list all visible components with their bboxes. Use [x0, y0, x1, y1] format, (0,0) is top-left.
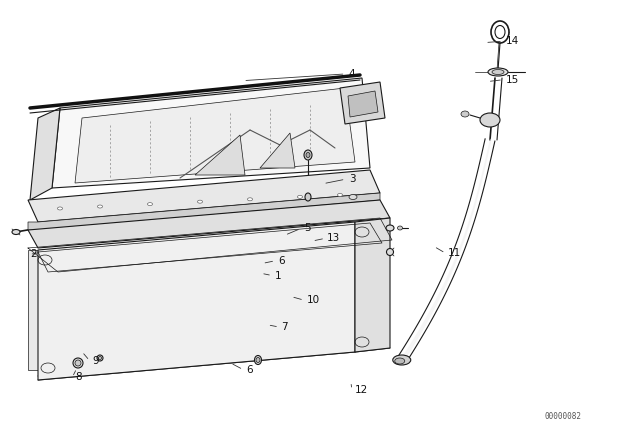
Text: 8: 8	[76, 372, 82, 382]
Ellipse shape	[492, 69, 504, 74]
Polygon shape	[28, 200, 390, 248]
Text: 11: 11	[448, 248, 461, 258]
Polygon shape	[195, 135, 245, 175]
Ellipse shape	[387, 249, 394, 255]
Ellipse shape	[58, 207, 63, 210]
Ellipse shape	[248, 198, 253, 201]
Polygon shape	[340, 82, 385, 124]
Ellipse shape	[386, 225, 394, 231]
Text: 6: 6	[246, 365, 253, 375]
Ellipse shape	[393, 355, 411, 365]
Ellipse shape	[480, 113, 500, 127]
Polygon shape	[38, 222, 355, 380]
Text: 7: 7	[282, 322, 288, 332]
Text: 12: 12	[355, 385, 369, 395]
Ellipse shape	[73, 358, 83, 368]
Ellipse shape	[395, 358, 404, 364]
Ellipse shape	[337, 194, 342, 196]
Ellipse shape	[491, 21, 509, 43]
Text: 6: 6	[278, 256, 285, 266]
Ellipse shape	[75, 360, 81, 366]
Text: 3: 3	[349, 174, 355, 184]
Ellipse shape	[255, 356, 262, 365]
Text: 10: 10	[307, 295, 321, 305]
Ellipse shape	[99, 357, 102, 359]
Ellipse shape	[495, 26, 505, 39]
Ellipse shape	[349, 194, 357, 199]
Text: 5: 5	[304, 224, 310, 233]
Polygon shape	[52, 78, 370, 188]
Ellipse shape	[461, 111, 469, 117]
Polygon shape	[28, 250, 38, 370]
Ellipse shape	[305, 193, 311, 201]
Text: 1: 1	[275, 271, 282, 280]
Ellipse shape	[147, 202, 152, 206]
Polygon shape	[355, 218, 390, 352]
Ellipse shape	[12, 229, 20, 234]
Ellipse shape	[198, 200, 202, 203]
Ellipse shape	[397, 226, 403, 230]
Polygon shape	[28, 170, 380, 222]
Text: 2: 2	[31, 250, 37, 259]
Ellipse shape	[306, 152, 310, 158]
Polygon shape	[28, 193, 380, 230]
Text: 13: 13	[326, 233, 340, 243]
Text: 14: 14	[506, 36, 519, 46]
Ellipse shape	[298, 195, 303, 198]
Ellipse shape	[488, 68, 508, 76]
Ellipse shape	[97, 355, 103, 361]
Polygon shape	[75, 88, 355, 183]
Polygon shape	[30, 108, 60, 200]
Text: 00000082: 00000082	[545, 412, 582, 421]
Ellipse shape	[256, 358, 260, 362]
Text: 15: 15	[506, 75, 519, 85]
Ellipse shape	[304, 150, 312, 160]
Polygon shape	[348, 91, 378, 117]
Polygon shape	[260, 133, 295, 168]
Text: 9: 9	[93, 356, 99, 366]
Ellipse shape	[97, 205, 102, 208]
Text: 4: 4	[349, 69, 355, 79]
